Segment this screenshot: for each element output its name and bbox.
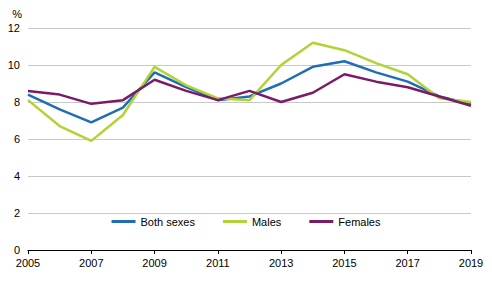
svg-text:2005: 2005	[16, 257, 40, 269]
svg-text:Both sexes: Both sexes	[141, 216, 196, 228]
svg-text:Females: Females	[338, 216, 381, 228]
svg-text:2009: 2009	[142, 257, 166, 269]
svg-text:8: 8	[14, 96, 20, 108]
svg-text:2017: 2017	[395, 257, 419, 269]
svg-text:%: %	[12, 8, 22, 20]
svg-text:0: 0	[14, 244, 20, 256]
svg-text:12: 12	[8, 22, 20, 34]
svg-text:2011: 2011	[206, 257, 230, 269]
svg-text:Males: Males	[252, 216, 282, 228]
svg-text:2007: 2007	[79, 257, 103, 269]
svg-text:2015: 2015	[332, 257, 356, 269]
svg-text:4: 4	[14, 170, 20, 182]
svg-text:2: 2	[14, 207, 20, 219]
svg-text:2013: 2013	[269, 257, 293, 269]
svg-text:2019: 2019	[459, 257, 483, 269]
svg-text:6: 6	[14, 133, 20, 145]
svg-text:10: 10	[8, 59, 20, 71]
